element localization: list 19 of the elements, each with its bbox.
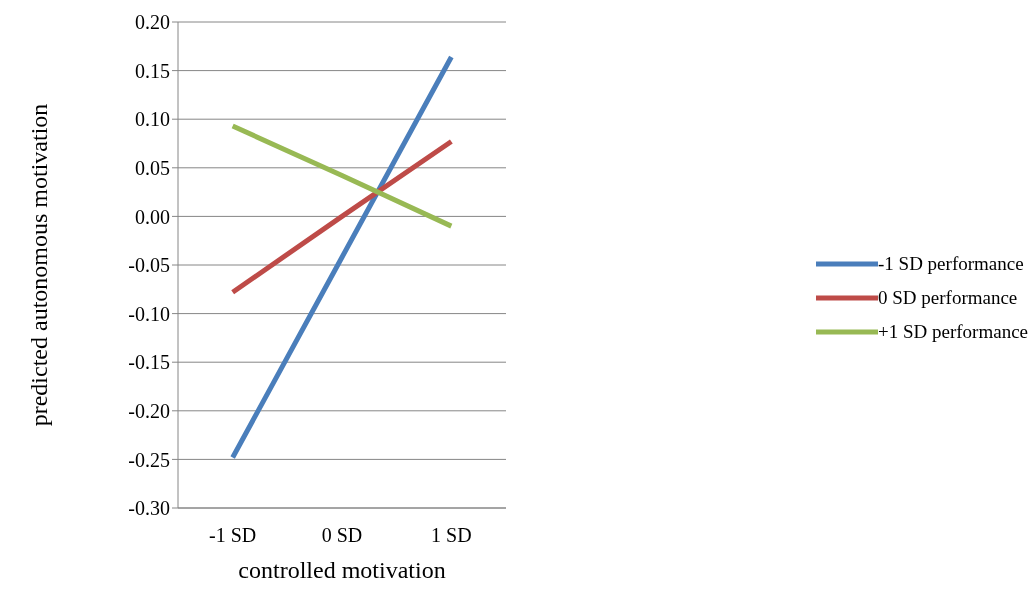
y-tick-label: 0.15 (135, 59, 170, 82)
y-tick-label: -0.20 (128, 399, 170, 422)
y-tick-label: -0.05 (128, 254, 170, 277)
x-axis-title: controlled motivation (238, 557, 446, 583)
y-tick-label: -0.15 (128, 351, 170, 374)
y-tick-label: 0.05 (135, 156, 170, 179)
legend-label: 0 SD performance (878, 287, 1018, 309)
y-tick-label: 0.10 (135, 108, 170, 131)
legend-label: +1 SD performance (878, 321, 1028, 343)
y-tick-label: 0.00 (135, 205, 170, 228)
y-tick-label: -0.25 (128, 448, 170, 471)
y-tick-label: 0.20 (135, 11, 170, 34)
legend-label: -1 SD performance (878, 253, 1024, 275)
x-tick-label: 1 SD (431, 524, 472, 547)
y-tick-label: -0.10 (128, 302, 170, 325)
y-tick-label: -0.30 (128, 497, 170, 520)
y-axis-title: predicted autonomous motivation (25, 103, 52, 427)
x-tick-label: 0 SD (321, 524, 363, 547)
x-tick-label: -1 SD (209, 524, 257, 547)
